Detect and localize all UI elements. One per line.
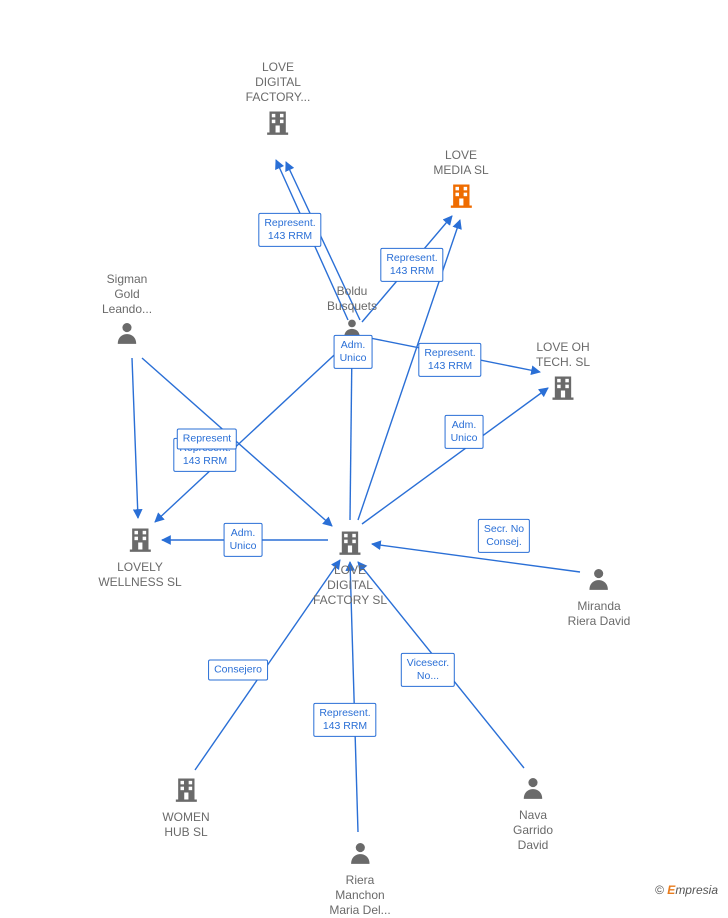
person-icon	[520, 775, 546, 801]
node-love_oh_tech[interactable]: LOVE OHTECH. SL	[536, 340, 590, 405]
edge-label-nava_to_center: Vicesecr.No...	[401, 653, 455, 687]
node-label: NavaGarridoDavid	[513, 808, 553, 853]
edges-layer	[0, 0, 728, 905]
node-label: MirandaRiera David	[568, 599, 631, 629]
node-sigman[interactable]: SigmanGoldLeando...	[102, 272, 152, 350]
building-icon	[336, 528, 364, 556]
edge-label-boldu_to_love_media: Represent.143 RRM	[380, 248, 443, 282]
building-icon	[172, 775, 200, 803]
node-label: RieraManchonMaria Del...	[329, 873, 390, 918]
edge-label-boldu_to_oh_tech: Represent.143 RRM	[418, 343, 481, 377]
node-label: LOVEDIGITALFACTORY SL	[313, 563, 387, 608]
building-icon	[264, 108, 292, 136]
node-label: SigmanGoldLeando...	[102, 272, 152, 317]
node-riera[interactable]: RieraManchonMaria Del...	[329, 840, 390, 918]
node-label: BolduBusquets	[327, 284, 377, 314]
node-love_media[interactable]: LOVEMEDIA SL	[433, 148, 488, 213]
edge-label-sigman_to_center: Represent	[177, 428, 237, 449]
node-women_hub[interactable]: WOMENHUB SL	[162, 775, 209, 840]
edge-miranda_to_center	[372, 544, 580, 572]
copyright-symbol: ©	[655, 883, 664, 897]
brand-name: Empresia	[667, 883, 718, 897]
edge-label-boldu_adm_unico: Adm.Unico	[334, 335, 373, 369]
building-icon	[126, 525, 154, 553]
edge-center_to_oh_tech	[362, 388, 548, 524]
node-love_digital_center[interactable]: LOVEDIGITALFACTORY SL	[313, 528, 387, 608]
node-lovely_wellness[interactable]: LOVELYWELLNESS SL	[98, 525, 181, 590]
edge-boldu_adm_unico	[350, 345, 352, 520]
edge-label-women_to_center: Consejero	[208, 659, 268, 680]
node-label: LOVELYWELLNESS SL	[98, 560, 181, 590]
node-love_digital_top[interactable]: LOVEDIGITALFACTORY...	[246, 60, 311, 140]
edge-label-boldu_to_ldf_top_a: Represent.143 RRM	[258, 213, 321, 247]
node-label: LOVE OHTECH. SL	[536, 340, 590, 370]
node-label: WOMENHUB SL	[162, 810, 209, 840]
network-diagram: LOVEDIGITALFACTORY... LOVEMEDIA SL Sigma…	[0, 0, 728, 905]
edge-label-center_to_lovely: Adm.Unico	[224, 523, 263, 557]
node-label: LOVEDIGITALFACTORY...	[246, 60, 311, 105]
edge-sigman_to_center	[142, 358, 332, 526]
edge-label-riera_to_center: Represent.143 RRM	[313, 703, 376, 737]
node-miranda[interactable]: MirandaRiera David	[568, 566, 631, 629]
copyright: © Empresia	[655, 883, 718, 897]
edge-label-miranda_to_center: Secr. NoConsej.	[478, 519, 530, 553]
node-nava[interactable]: NavaGarridoDavid	[513, 775, 553, 853]
edge-sigman_to_lovely_a	[132, 358, 138, 518]
person-icon	[347, 840, 373, 866]
person-icon	[114, 320, 140, 346]
building-icon	[549, 373, 577, 401]
building-icon	[447, 181, 475, 209]
node-label: LOVEMEDIA SL	[433, 148, 488, 178]
edge-label-center_to_oh_tech: Adm.Unico	[445, 415, 484, 449]
person-icon	[586, 566, 612, 592]
